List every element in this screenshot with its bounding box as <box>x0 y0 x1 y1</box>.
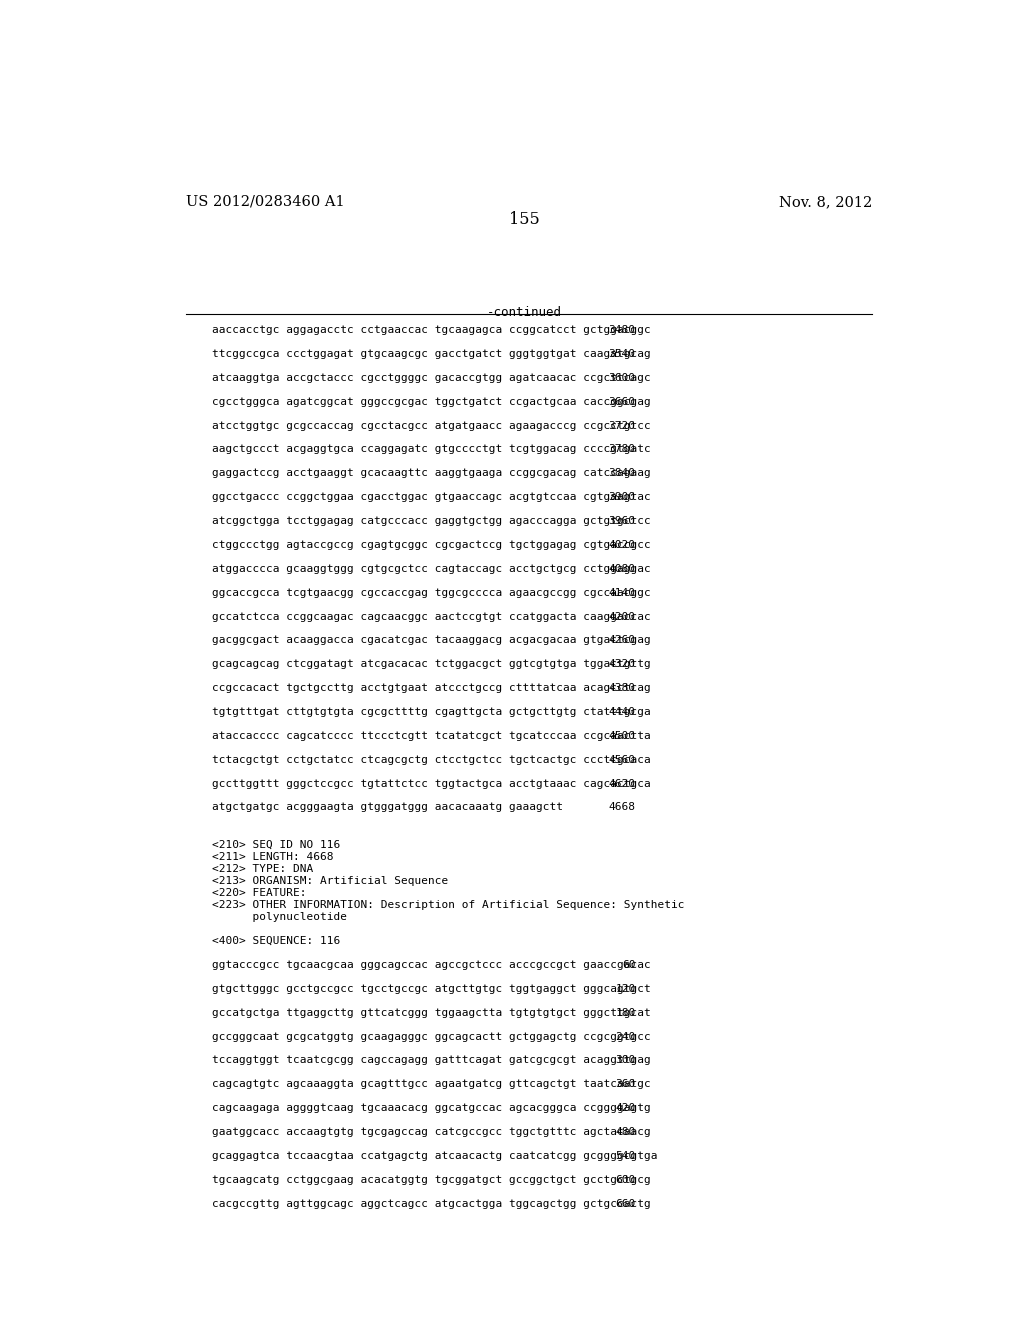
Text: 4020: 4020 <box>608 540 636 550</box>
Text: Nov. 8, 2012: Nov. 8, 2012 <box>778 195 872 209</box>
Text: 4500: 4500 <box>608 731 636 741</box>
Text: 540: 540 <box>615 1151 636 1160</box>
Text: cgcctgggca agatcggcat gggccgcgac tggctgatct ccgactgcaa caccggcgag: cgcctgggca agatcggcat gggccgcgac tggctga… <box>212 397 650 407</box>
Text: gaatggcacc accaagtgtg tgcgagccag catcgccgcc tggctgtttc agctacaacg: gaatggcacc accaagtgtg tgcgagccag catcgcc… <box>212 1127 650 1137</box>
Text: gccgggcaat gcgcatggtg gcaagagggc ggcagcactt gctggagctg ccgcggtgcc: gccgggcaat gcgcatggtg gcaagagggc ggcagca… <box>212 1031 650 1041</box>
Text: atcggctgga tcctggagag catgcccacc gaggtgctgg agacccagga gctgtgctcc: atcggctgga tcctggagag catgcccacc gaggtgc… <box>212 516 650 527</box>
Text: 3660: 3660 <box>608 397 636 407</box>
Text: 60: 60 <box>623 960 636 970</box>
Text: 3780: 3780 <box>608 445 636 454</box>
Text: <210> SEQ ID NO 116: <210> SEQ ID NO 116 <box>212 841 340 850</box>
Text: 4080: 4080 <box>608 564 636 574</box>
Text: gtgcttgggc gcctgccgcc tgcctgccgc atgcttgtgc tggtgaggct gggcagtgct: gtgcttgggc gcctgccgcc tgcctgccgc atgcttg… <box>212 983 650 994</box>
Text: ggcaccgcca tcgtgaacgg cgccaccgag tggcgcccca agaacgccgg cgccaacggc: ggcaccgcca tcgtgaacgg cgccaccgag tggcgcc… <box>212 587 650 598</box>
Text: <220> FEATURE:: <220> FEATURE: <box>212 888 306 898</box>
Text: 180: 180 <box>615 1007 636 1018</box>
Text: 300: 300 <box>615 1056 636 1065</box>
Text: 4140: 4140 <box>608 587 636 598</box>
Text: gccttggttt gggctccgcc tgtattctcc tggtactgca acctgtaaac cagcactgca: gccttggttt gggctccgcc tgtattctcc tggtact… <box>212 779 650 788</box>
Text: tccaggtggt tcaatcgcgg cagccagagg gatttcagat gatcgcgcgt acaggttgag: tccaggtggt tcaatcgcgg cagccagagg gatttca… <box>212 1056 650 1065</box>
Text: 3840: 3840 <box>608 469 636 478</box>
Text: 3960: 3960 <box>608 516 636 527</box>
Text: gaggactccg acctgaaggt gcacaagttc aaggtgaaga ccggcgacag catccagaag: gaggactccg acctgaaggt gcacaagttc aaggtga… <box>212 469 650 478</box>
Text: 3900: 3900 <box>608 492 636 502</box>
Text: <212> TYPE: DNA: <212> TYPE: DNA <box>212 865 313 874</box>
Text: <400> SEQUENCE: 116: <400> SEQUENCE: 116 <box>212 936 340 945</box>
Text: 4668: 4668 <box>608 803 636 813</box>
Text: 600: 600 <box>615 1175 636 1185</box>
Text: 360: 360 <box>615 1080 636 1089</box>
Text: 660: 660 <box>615 1199 636 1209</box>
Text: 3540: 3540 <box>608 348 636 359</box>
Text: 3480: 3480 <box>608 325 636 335</box>
Text: US 2012/0283460 A1: US 2012/0283460 A1 <box>186 195 345 209</box>
Text: ggtacccgcc tgcaacgcaa gggcagccac agccgctccc acccgccgct gaaccgacac: ggtacccgcc tgcaacgcaa gggcagccac agccgct… <box>212 960 650 970</box>
Text: atgctgatgc acgggaagta gtgggatggg aacacaaatg gaaagctt: atgctgatgc acgggaagta gtgggatggg aacacaa… <box>212 803 563 813</box>
Text: ggcctgaccc ccggctggaa cgacctggac gtgaaccagc acgtgtccaa cgtgaagtac: ggcctgaccc ccggctggaa cgacctggac gtgaacc… <box>212 492 650 502</box>
Text: 480: 480 <box>615 1127 636 1137</box>
Text: tgtgtttgat cttgtgtgta cgcgcttttg cgagttgcta gctgcttgtg ctatttgcga: tgtgtttgat cttgtgtgta cgcgcttttg cgagttg… <box>212 708 650 717</box>
Text: <213> ORGANISM: Artificial Sequence: <213> ORGANISM: Artificial Sequence <box>212 876 447 886</box>
Text: -continued: -continued <box>487 306 562 318</box>
Text: 4380: 4380 <box>608 684 636 693</box>
Text: atcctggtgc gcgccaccag cgcctacgcc atgatgaacc agaagacccg ccgcctgtcc: atcctggtgc gcgccaccag cgcctacgcc atgatga… <box>212 421 650 430</box>
Text: atggacccca gcaaggtggg cgtgcgctcc cagtaccagc acctgctgcg cctggaggac: atggacccca gcaaggtggg cgtgcgctcc cagtacc… <box>212 564 650 574</box>
Text: gccatgctga ttgaggcttg gttcatcggg tggaagctta tgtgtgtgct gggcttgcat: gccatgctga ttgaggcttg gttcatcggg tggaagc… <box>212 1007 650 1018</box>
Text: <223> OTHER INFORMATION: Description of Artificial Sequence: Synthetic: <223> OTHER INFORMATION: Description of … <box>212 900 684 909</box>
Text: 240: 240 <box>615 1031 636 1041</box>
Text: 3600: 3600 <box>608 372 636 383</box>
Text: polynucleotide: polynucleotide <box>212 912 347 921</box>
Text: 4200: 4200 <box>608 611 636 622</box>
Text: gacggcgact acaaggacca cgacatcgac tacaaggacg acgacgacaa gtgactcgag: gacggcgact acaaggacca cgacatcgac tacaagg… <box>212 635 650 645</box>
Text: 4260: 4260 <box>608 635 636 645</box>
Text: 120: 120 <box>615 983 636 994</box>
Text: atcaaggtga accgctaccc cgcctggggc gacaccgtgg agatcaacac ccgcttcagc: atcaaggtga accgctaccc cgcctggggc gacaccg… <box>212 372 650 383</box>
Text: ttcggccgca ccctggagat gtgcaagcgc gacctgatct gggtggtgat caagatgcag: ttcggccgca ccctggagat gtgcaagcgc gacctga… <box>212 348 650 359</box>
Text: ccgccacact tgctgccttg acctgtgaat atccctgccg cttttatcaa acagcctcag: ccgccacact tgctgccttg acctgtgaat atccctg… <box>212 684 650 693</box>
Text: 4620: 4620 <box>608 779 636 788</box>
Text: 4320: 4320 <box>608 659 636 669</box>
Text: gcaggagtca tccaacgtaa ccatgagctg atcaacactg caatcatcgg gcggggcgtga: gcaggagtca tccaacgtaa ccatgagctg atcaaca… <box>212 1151 657 1160</box>
Text: gcagcagcag ctcggatagt atcgacacac tctggacgct ggtcgtgtga tggactgttg: gcagcagcag ctcggatagt atcgacacac tctggac… <box>212 659 650 669</box>
Text: 155: 155 <box>509 211 541 228</box>
Text: cacgccgttg agttggcagc aggctcagcc atgcactgga tggcagctgg gctgccactg: cacgccgttg agttggcagc aggctcagcc atgcact… <box>212 1199 650 1209</box>
Text: ctggccctgg agtaccgccg cgagtgcggc cgcgactccg tgctggagag cgtgaccgcc: ctggccctgg agtaccgccg cgagtgcggc cgcgact… <box>212 540 650 550</box>
Text: 420: 420 <box>615 1104 636 1113</box>
Text: <211> LENGTH: 4668: <211> LENGTH: 4668 <box>212 853 333 862</box>
Text: ataccacccc cagcatcccc ttccctcgtt tcatatcgct tgcatcccaa ccgcaactta: ataccacccc cagcatcccc ttccctcgtt tcatatc… <box>212 731 650 741</box>
Text: cagcagtgtc agcaaaggta gcagtttgcc agaatgatcg gttcagctgt taatcaatgc: cagcagtgtc agcaaaggta gcagtttgcc agaatga… <box>212 1080 650 1089</box>
Text: 3720: 3720 <box>608 421 636 430</box>
Text: cagcaagaga aggggtcaag tgcaaacacg ggcatgccac agcacgggca ccggggagtg: cagcaagaga aggggtcaag tgcaaacacg ggcatgc… <box>212 1104 650 1113</box>
Text: aagctgccct acgaggtgca ccaggagatc gtgcccctgt tcgtggacag ccccgtgatc: aagctgccct acgaggtgca ccaggagatc gtgcccc… <box>212 445 650 454</box>
Text: gccatctcca ccggcaagac cagcaacggc aactccgtgt ccatggacta caaggaccac: gccatctcca ccggcaagac cagcaacggc aactccg… <box>212 611 650 622</box>
Text: 4440: 4440 <box>608 708 636 717</box>
Text: tctacgctgt cctgctatcc ctcagcgctg ctcctgctcc tgctcactgc ccctcgcaca: tctacgctgt cctgctatcc ctcagcgctg ctcctgc… <box>212 755 650 764</box>
Text: aaccacctgc aggagacctc cctgaaccac tgcaagagca ccggcatcct gctggacggc: aaccacctgc aggagacctc cctgaaccac tgcaaga… <box>212 325 650 335</box>
Text: tgcaagcatg cctggcgaag acacatggtg tgcggatgct gccggctgct gcctgctgcg: tgcaagcatg cctggcgaag acacatggtg tgcggat… <box>212 1175 650 1185</box>
Text: 4560: 4560 <box>608 755 636 764</box>
